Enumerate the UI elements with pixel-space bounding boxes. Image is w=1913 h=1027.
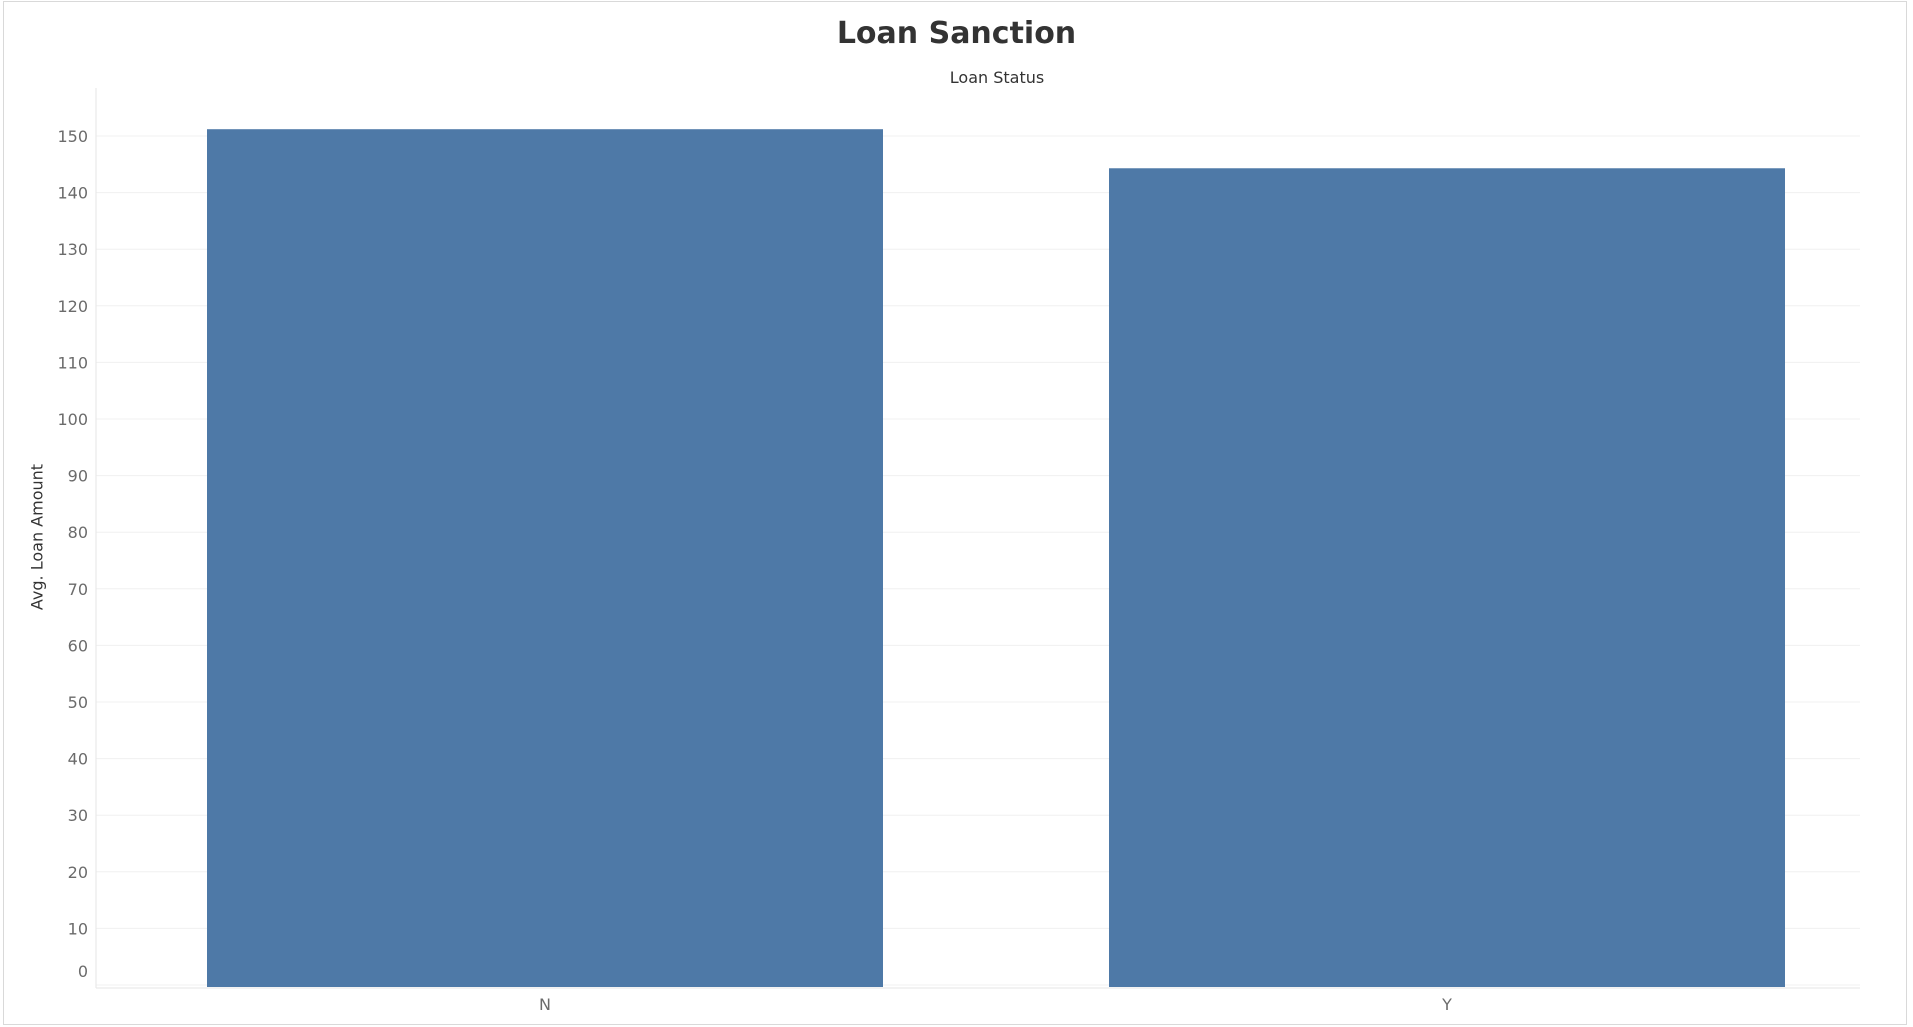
y-tick-label: 50 [68,693,88,712]
y-tick-label: 140 [57,184,88,203]
bar-y[interactable] [1109,168,1785,988]
y-tick-label: 70 [68,580,88,599]
bars [207,129,1785,988]
bar-n[interactable] [207,129,883,987]
x-category-label: Y [1441,995,1452,1014]
y-tick-label: 40 [68,750,88,769]
y-axis-ticks: 0 10 20 30 40 50 60 70 80 90 100 110 120 130 140 150 [57,127,88,981]
y-tick-label: 120 [57,297,88,316]
y-tick-label: 30 [68,806,88,825]
y-tick-label: 20 [68,863,88,882]
chart-subtitle: Loan Status [949,68,1045,87]
x-category-label: N [539,995,551,1014]
y-tick-label: 80 [68,523,88,542]
y-tick-label: 10 [68,919,88,938]
y-tick-label: 150 [57,127,88,146]
y-tick-label: 130 [57,240,88,259]
y-tick-label: 100 [57,410,88,429]
chart-title: Loan Sanction [836,16,1077,51]
y-tick-label: 110 [57,353,88,372]
y-tick-label: 90 [68,467,88,486]
y-tick-label: 0 [78,962,88,981]
y-tick-label: 60 [68,636,88,655]
